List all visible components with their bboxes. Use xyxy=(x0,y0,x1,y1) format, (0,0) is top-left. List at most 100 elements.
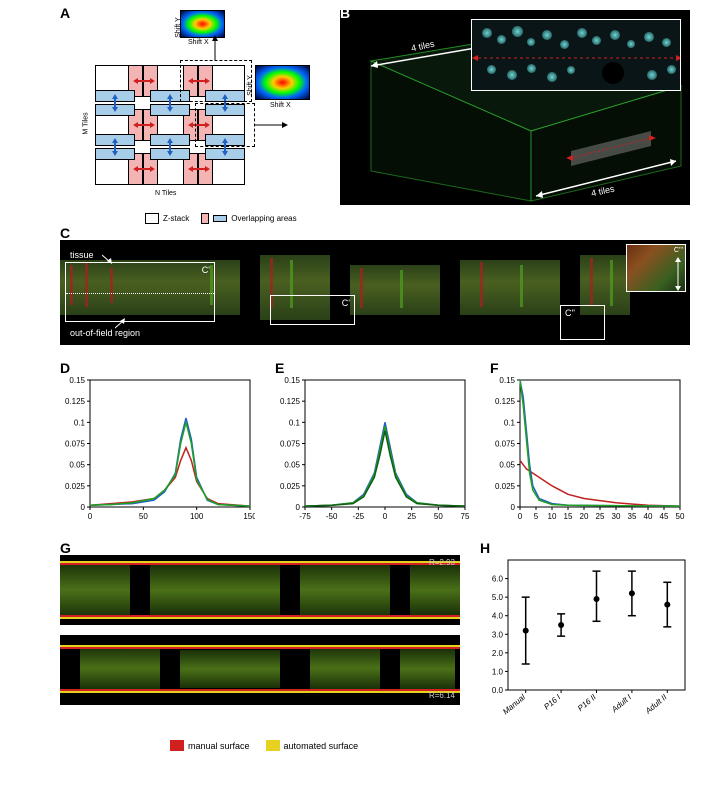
label-e: E xyxy=(275,360,284,376)
svg-text:0.025: 0.025 xyxy=(495,482,516,491)
cell-icon xyxy=(662,38,671,47)
svg-text:20: 20 xyxy=(580,512,589,521)
c-prime-1: C' xyxy=(202,265,210,275)
svg-text:0.05: 0.05 xyxy=(499,461,515,470)
cell-icon xyxy=(644,32,654,42)
legend-auto-swatch xyxy=(266,740,280,751)
red-streak xyxy=(590,258,593,306)
legend-manual-swatch xyxy=(170,740,184,751)
chart-e-svg: -75-50-25025507500.0250.050.0750.10.1250… xyxy=(275,375,470,525)
cell-icon xyxy=(567,66,575,74)
g-r2: R=6.14 xyxy=(429,691,455,700)
svg-text:0.0: 0.0 xyxy=(492,686,504,695)
cell-icon xyxy=(527,64,536,73)
panel-b-inset xyxy=(471,19,681,91)
chart-f-svg: 0510152025303540455000.0250.050.0750.10.… xyxy=(490,375,685,525)
chart-d-svg: 05010015000.0250.050.0750.10.1250.15 xyxy=(60,375,255,525)
legend-manual-label: manual surface xyxy=(188,741,250,751)
heatmap-large xyxy=(255,65,310,100)
label-d: D xyxy=(60,360,70,376)
arrow-icon xyxy=(102,252,122,264)
c-doubleprime: C'' xyxy=(565,308,575,318)
svg-text:30: 30 xyxy=(612,512,621,521)
svg-text:0.025: 0.025 xyxy=(280,482,301,491)
g-tissue xyxy=(180,650,280,688)
svg-text:1.0: 1.0 xyxy=(492,667,504,676)
g-strip-2: R=6.14 xyxy=(60,635,460,705)
tissue-region xyxy=(350,265,440,315)
dashed-box-2 xyxy=(195,103,255,147)
green-streak xyxy=(610,260,613,306)
svg-text:6.0: 6.0 xyxy=(492,575,504,584)
svg-text:-50: -50 xyxy=(326,512,338,521)
g-tissue xyxy=(60,563,130,617)
svg-text:Adult I: Adult I xyxy=(609,692,634,715)
tissue-region xyxy=(460,260,560,315)
green-streak xyxy=(400,270,403,308)
arrow-v-icon xyxy=(110,138,120,156)
label-g: G xyxy=(60,540,71,556)
legend-overlap-label: Overlapping areas xyxy=(231,214,296,223)
svg-text:5: 5 xyxy=(534,512,539,521)
legend-overlap-swatch-h xyxy=(201,213,209,224)
n-tiles-label: N Tiles xyxy=(155,190,176,197)
legend-zstack-swatch xyxy=(145,213,159,224)
svg-text:0.075: 0.075 xyxy=(495,440,516,449)
dotted-line xyxy=(66,293,214,294)
svg-text:0.1: 0.1 xyxy=(74,418,86,427)
cell-icon xyxy=(667,65,676,74)
g-manual-line xyxy=(60,647,460,649)
panel-h: 0.01.02.03.04.05.06.0ManualP16 IP16 IIAd… xyxy=(480,555,690,735)
cell-icon xyxy=(547,72,557,82)
svg-text:0.05: 0.05 xyxy=(69,461,85,470)
label-f: F xyxy=(490,360,499,376)
g-strip-1: R=2.93 xyxy=(60,555,460,625)
cell-icon xyxy=(627,40,635,48)
label-b: B xyxy=(340,5,350,21)
svg-text:3.0: 3.0 xyxy=(492,630,504,639)
red-streak xyxy=(480,262,483,307)
g-auto-line xyxy=(60,645,460,647)
label-h: H xyxy=(480,540,490,556)
inset-dash-line xyxy=(472,20,680,90)
panel-h-svg: 0.01.02.03.04.05.06.0ManualP16 IP16 IIAd… xyxy=(480,555,690,735)
g-tissue xyxy=(400,649,455,689)
chart-f: 0510152025303540455000.0250.050.0750.10.… xyxy=(490,375,685,525)
dashed-box-1 xyxy=(180,60,252,102)
chart-e: -75-50-25025507500.0250.050.0750.10.1250… xyxy=(275,375,470,525)
svg-text:0.15: 0.15 xyxy=(284,376,300,385)
c-box-2: C' xyxy=(270,295,355,325)
label-c: C xyxy=(60,225,70,241)
g-auto-line xyxy=(60,617,460,619)
c-tissue-label: tissue xyxy=(70,250,94,260)
dark-hole xyxy=(602,62,624,84)
cell-icon xyxy=(610,30,620,40)
g-tissue xyxy=(80,647,160,689)
c-prime-2: C' xyxy=(342,298,350,308)
chart-d: 05010015000.0250.050.0750.10.1250.15 xyxy=(60,375,255,525)
svg-text:Adult II: Adult II xyxy=(643,692,669,716)
svg-text:75: 75 xyxy=(461,512,470,521)
svg-text:50: 50 xyxy=(676,512,685,521)
svg-text:Manual: Manual xyxy=(501,693,527,717)
legend-a: Z-stack Overlapping areas xyxy=(145,213,297,224)
arrow-v-icon xyxy=(110,94,120,112)
svg-text:0.125: 0.125 xyxy=(280,397,301,406)
inset-arrow xyxy=(673,257,683,291)
panel-a: Shift X Shift Y Shift X Shift Y M Tiles … xyxy=(60,10,330,205)
svg-text:5.0: 5.0 xyxy=(492,593,504,602)
legend-overlap-swatch-v xyxy=(213,215,227,222)
cell-icon xyxy=(507,70,517,80)
panel-b: 4 tiles 4 tiles xyxy=(340,10,690,205)
g-auto-line xyxy=(60,691,460,693)
svg-text:10: 10 xyxy=(548,512,557,521)
red-streak xyxy=(360,268,363,308)
arrow-v-icon xyxy=(165,138,175,156)
legend-zstack-label: Z-stack xyxy=(163,214,189,223)
c-tripleprime: C''' xyxy=(674,247,683,254)
svg-text:45: 45 xyxy=(660,512,669,521)
connector-icon xyxy=(195,35,235,65)
shifty-small: Shift Y xyxy=(175,17,182,38)
svg-text:0.075: 0.075 xyxy=(65,440,86,449)
arrow-v-icon xyxy=(165,94,175,112)
